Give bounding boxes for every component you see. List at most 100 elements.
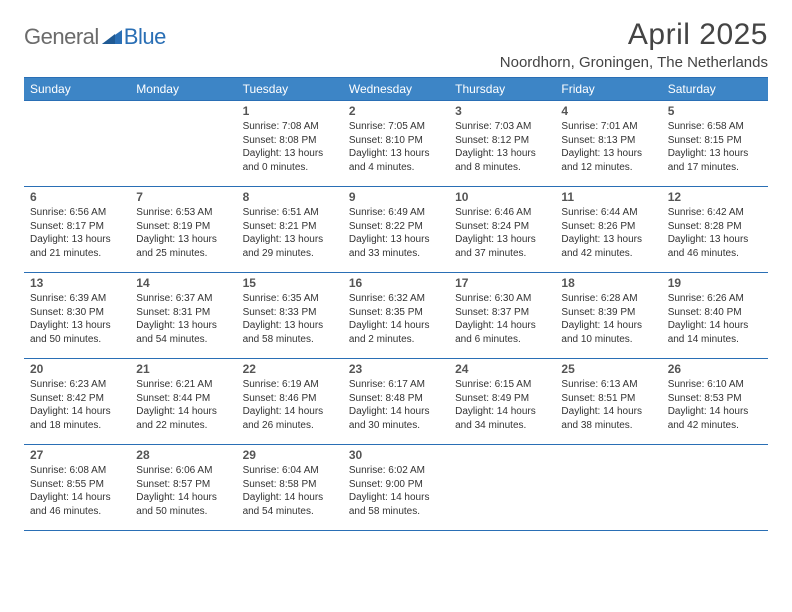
dayhead-fri: Friday [555, 78, 661, 101]
day-details: Sunrise: 6:13 AM Sunset: 8:51 PM Dayligh… [561, 378, 655, 432]
dayhead-sun: Sunday [24, 78, 130, 101]
calendar-cell: 9 Sunrise: 6:49 AM Sunset: 8:22 PM Daylig… [343, 187, 449, 273]
day-details: Sunrise: 6:06 AM Sunset: 8:57 PM Dayligh… [136, 464, 230, 518]
calendar-row: 1 Sunrise: 7:08 AM Sunset: 8:08 PM Daylig… [24, 101, 768, 187]
dayhead-tue: Tuesday [237, 78, 343, 101]
day-details: Sunrise: 7:01 AM Sunset: 8:13 PM Dayligh… [561, 120, 655, 174]
day-details: Sunrise: 6:32 AM Sunset: 8:35 PM Dayligh… [349, 292, 443, 346]
month-title: April 2025 [500, 18, 768, 52]
calendar-cell: 7Sunrise: 6:53 AM Sunset: 8:19 PM Daylig… [130, 187, 236, 273]
calendar-table: Sunday Monday Tuesday Wednesday Thursday… [24, 77, 768, 531]
day-number: 6 [30, 190, 124, 204]
day-number: 3 [455, 104, 549, 118]
day-number: 19 [668, 276, 762, 290]
calendar-cell [662, 445, 768, 531]
calendar-cell: 21Sunrise: 6:21 AM Sunset: 8:44 PM Dayli… [130, 359, 236, 445]
day-number: 26 [668, 362, 762, 376]
calendar-cell [449, 445, 555, 531]
day-number: 7 [136, 190, 230, 204]
calendar-cell: 25 Sunrise: 6:13 AM Sunset: 8:51 PM Dayli… [555, 359, 661, 445]
calendar-cell: 4 Sunrise: 7:01 AM Sunset: 8:13 PM Daylig… [555, 101, 661, 187]
day-header-row: Sunday Monday Tuesday Wednesday Thursday… [24, 78, 768, 101]
logo-general: General [24, 24, 99, 50]
calendar-cell: 1 Sunrise: 7:08 AM Sunset: 8:08 PM Daylig… [237, 101, 343, 187]
day-details: Sunrise: 6:49 AM Sunset: 8:22 PM Dayligh… [349, 206, 443, 260]
calendar-cell: 22Sunrise: 6:19 AM Sunset: 8:46 PM Dayli… [237, 359, 343, 445]
calendar-cell: 19Sunrise: 6:26 AM Sunset: 8:40 PM Dayli… [662, 273, 768, 359]
calendar-body: 1 Sunrise: 7:08 AM Sunset: 8:08 PM Daylig… [24, 101, 768, 531]
day-number: 13 [30, 276, 124, 290]
day-details: Sunrise: 6:15 AM Sunset: 8:49 PM Dayligh… [455, 378, 549, 432]
calendar-cell: 8 Sunrise: 6:51 AM Sunset: 8:21 PM Daylig… [237, 187, 343, 273]
calendar-cell: 18 Sunrise: 6:28 AM Sunset: 8:39 PM Dayli… [555, 273, 661, 359]
day-number: 9 [349, 190, 443, 204]
day-details: Sunrise: 6:39 AM Sunset: 8:30 PM Dayligh… [30, 292, 124, 346]
day-number: 17 [455, 276, 549, 290]
day-details: Sunrise: 7:08 AM Sunset: 8:08 PM Dayligh… [243, 120, 337, 174]
calendar-cell: 15 Sunrise: 6:35 AM Sunset: 8:33 PM Dayli… [237, 273, 343, 359]
calendar-cell: 24 Sunrise: 6:15 AM Sunset: 8:49 PM Dayli… [449, 359, 555, 445]
day-number: 21 [136, 362, 230, 376]
day-details: Sunrise: 6:37 AM Sunset: 8:31 PM Dayligh… [136, 292, 230, 346]
logo: General Blue [24, 18, 166, 50]
day-number: 16 [349, 276, 443, 290]
day-number: 8 [243, 190, 337, 204]
calendar-page: General Blue April 2025 Noordhorn, Groni… [0, 0, 792, 531]
day-number: 14 [136, 276, 230, 290]
logo-triangle-icon [102, 28, 122, 49]
day-number: 4 [561, 104, 655, 118]
day-details: Sunrise: 7:05 AM Sunset: 8:10 PM Dayligh… [349, 120, 443, 174]
day-details: Sunrise: 6:35 AM Sunset: 8:33 PM Dayligh… [243, 292, 337, 346]
calendar-cell: 26Sunrise: 6:10 AM Sunset: 8:53 PM Dayli… [662, 359, 768, 445]
day-details: Sunrise: 6:46 AM Sunset: 8:24 PM Dayligh… [455, 206, 549, 260]
day-details: Sunrise: 7:03 AM Sunset: 8:12 PM Dayligh… [455, 120, 549, 174]
dayhead-mon: Monday [130, 78, 236, 101]
day-number: 15 [243, 276, 337, 290]
day-details: Sunrise: 6:56 AM Sunset: 8:17 PM Dayligh… [30, 206, 124, 260]
calendar-cell: 28 Sunrise: 6:06 AM Sunset: 8:57 PM Dayli… [130, 445, 236, 531]
calendar-cell: 13 Sunrise: 6:39 AM Sunset: 8:30 PM Dayli… [24, 273, 130, 359]
calendar-cell: 30Sunrise: 6:02 AM Sunset: 9:00 PM Dayli… [343, 445, 449, 531]
calendar-cell: 20 Sunrise: 6:23 AM Sunset: 8:42 PM Dayli… [24, 359, 130, 445]
day-number: 20 [30, 362, 124, 376]
day-number: 28 [136, 448, 230, 462]
calendar-cell: 6 Sunrise: 6:56 AM Sunset: 8:17 PM Daylig… [24, 187, 130, 273]
day-details: Sunrise: 6:04 AM Sunset: 8:58 PM Dayligh… [243, 464, 337, 518]
calendar-cell: 16 Sunrise: 6:32 AM Sunset: 8:35 PM Dayli… [343, 273, 449, 359]
calendar-row: 6 Sunrise: 6:56 AM Sunset: 8:17 PM Daylig… [24, 187, 768, 273]
day-number: 29 [243, 448, 337, 462]
day-details: Sunrise: 6:44 AM Sunset: 8:26 PM Dayligh… [561, 206, 655, 260]
calendar-cell: 23 Sunrise: 6:17 AM Sunset: 8:48 PM Dayli… [343, 359, 449, 445]
calendar-row: 20 Sunrise: 6:23 AM Sunset: 8:42 PM Dayli… [24, 359, 768, 445]
day-number: 10 [455, 190, 549, 204]
calendar-row: 27Sunrise: 6:08 AM Sunset: 8:55 PM Dayli… [24, 445, 768, 531]
calendar-row: 13 Sunrise: 6:39 AM Sunset: 8:30 PM Dayli… [24, 273, 768, 359]
dayhead-sat: Saturday [662, 78, 768, 101]
day-number: 18 [561, 276, 655, 290]
calendar-cell: 17 Sunrise: 6:30 AM Sunset: 8:37 PM Dayli… [449, 273, 555, 359]
location-subtitle: Noordhorn, Groningen, The Netherlands [500, 54, 768, 71]
title-block: April 2025 Noordhorn, Groningen, The Net… [500, 18, 768, 71]
calendar-cell [24, 101, 130, 187]
calendar-cell: 29 Sunrise: 6:04 AM Sunset: 8:58 PM Dayli… [237, 445, 343, 531]
day-number: 23 [349, 362, 443, 376]
day-details: Sunrise: 6:51 AM Sunset: 8:21 PM Dayligh… [243, 206, 337, 260]
day-details: Sunrise: 6:58 AM Sunset: 8:15 PM Dayligh… [668, 120, 762, 174]
calendar-cell: 14 Sunrise: 6:37 AM Sunset: 8:31 PM Dayli… [130, 273, 236, 359]
day-details: Sunrise: 6:30 AM Sunset: 8:37 PM Dayligh… [455, 292, 549, 346]
day-details: Sunrise: 6:17 AM Sunset: 8:48 PM Dayligh… [349, 378, 443, 432]
logo-blue: Blue [124, 24, 166, 50]
calendar-cell [130, 101, 236, 187]
header: General Blue April 2025 Noordhorn, Groni… [24, 18, 768, 71]
calendar-cell: 12Sunrise: 6:42 AM Sunset: 8:28 PM Dayli… [662, 187, 768, 273]
day-number: 25 [561, 362, 655, 376]
day-number: 1 [243, 104, 337, 118]
day-number: 11 [561, 190, 655, 204]
day-details: Sunrise: 6:28 AM Sunset: 8:39 PM Dayligh… [561, 292, 655, 346]
day-number: 30 [349, 448, 443, 462]
day-details: Sunrise: 6:23 AM Sunset: 8:42 PM Dayligh… [30, 378, 124, 432]
day-number: 24 [455, 362, 549, 376]
calendar-cell: 27Sunrise: 6:08 AM Sunset: 8:55 PM Dayli… [24, 445, 130, 531]
calendar-cell [555, 445, 661, 531]
day-number: 2 [349, 104, 443, 118]
